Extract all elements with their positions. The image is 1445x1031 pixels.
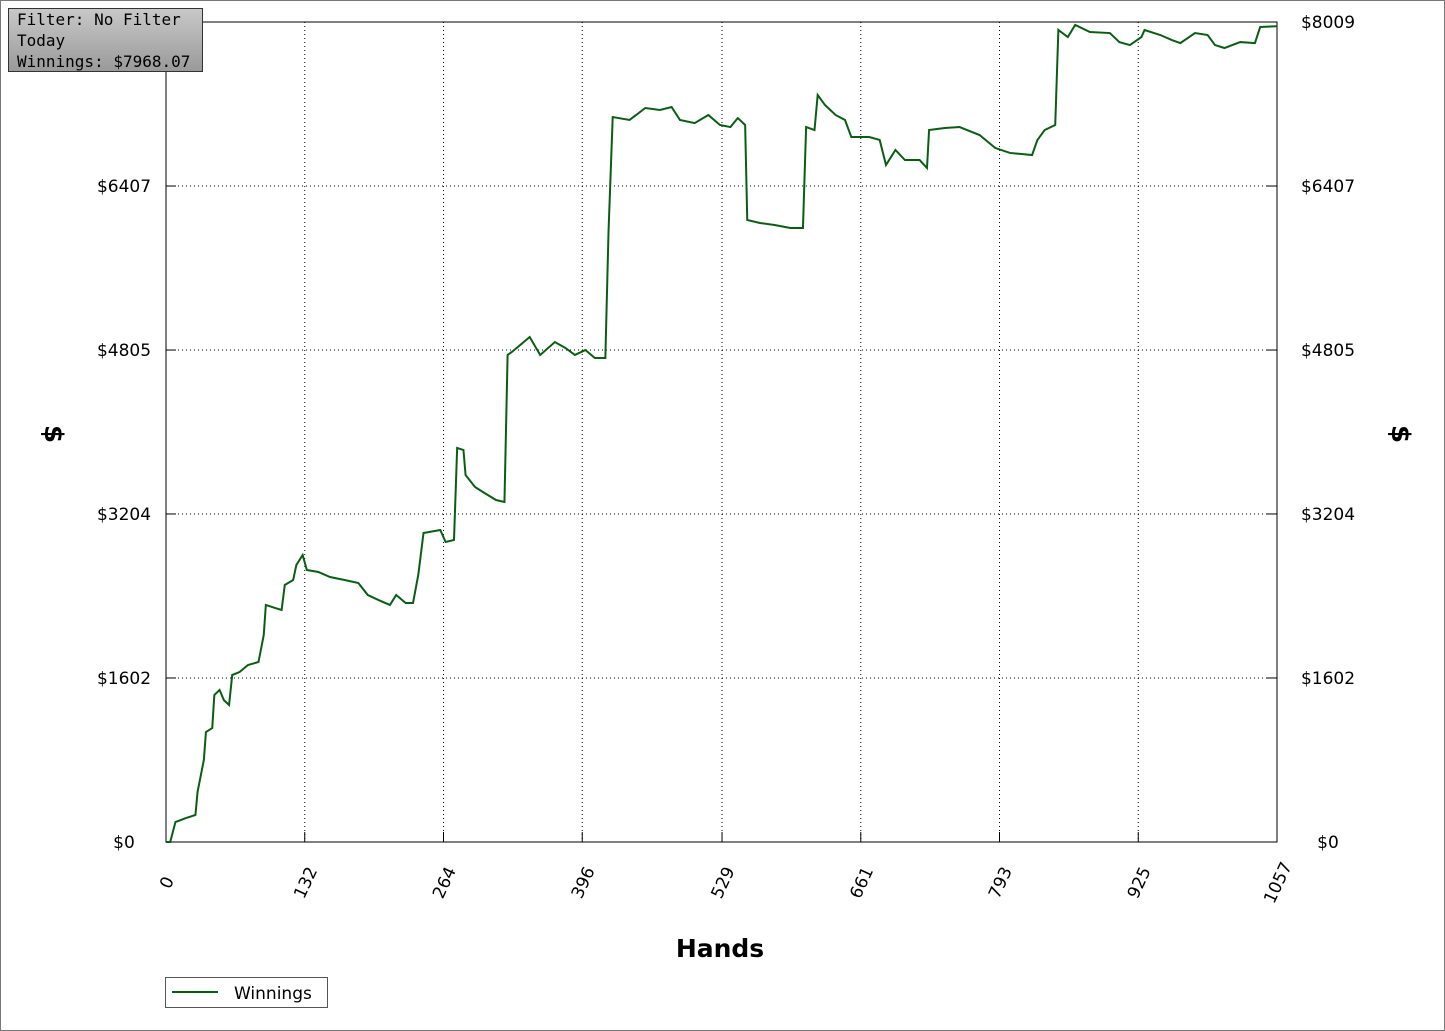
- info-line: Filter: No Filter: [17, 10, 181, 29]
- x-tick-label: 264: [429, 864, 461, 902]
- series-line: [166, 23, 1278, 843]
- info-line: Winnings: $7968.07: [17, 52, 191, 71]
- y-tick-label: $1602: [97, 669, 151, 689]
- y-tick-label: $3204: [97, 505, 151, 525]
- x-tick-label: 0: [156, 874, 179, 892]
- y-tick-label: $0: [113, 833, 135, 853]
- x-tick-label: 132: [290, 864, 322, 902]
- x-tick-label: 661: [846, 864, 878, 902]
- info-line: Today: [17, 31, 66, 50]
- y2-tick-label: $0: [1317, 833, 1339, 853]
- y2-tick-label: $1602: [1301, 669, 1355, 689]
- y-tick-label: $4805: [97, 341, 151, 361]
- x-axis-label: Hands: [676, 934, 764, 963]
- y-axis-label: $: [38, 425, 68, 443]
- x-tick-label: 1057: [1260, 859, 1296, 907]
- x-tick-label: 396: [568, 864, 600, 902]
- y2-axis-label: $: [1385, 425, 1415, 443]
- y2-tick-label: $8009: [1301, 13, 1355, 33]
- info-box: Filter: No Filter Today Winnings: $7968.…: [8, 8, 203, 72]
- legend-label: Winnings: [234, 984, 312, 1004]
- x-tick-label: 529: [708, 864, 740, 902]
- x-tick-label: 925: [1124, 864, 1156, 902]
- y2-tick-label: $4805: [1301, 341, 1355, 361]
- y-tick-label: $6407: [97, 177, 151, 197]
- plot-area: [165, 21, 1278, 843]
- y2-tick-label: $3204: [1301, 505, 1355, 525]
- x-tick-label: 793: [985, 864, 1017, 902]
- y2-tick-label: $6407: [1301, 177, 1355, 197]
